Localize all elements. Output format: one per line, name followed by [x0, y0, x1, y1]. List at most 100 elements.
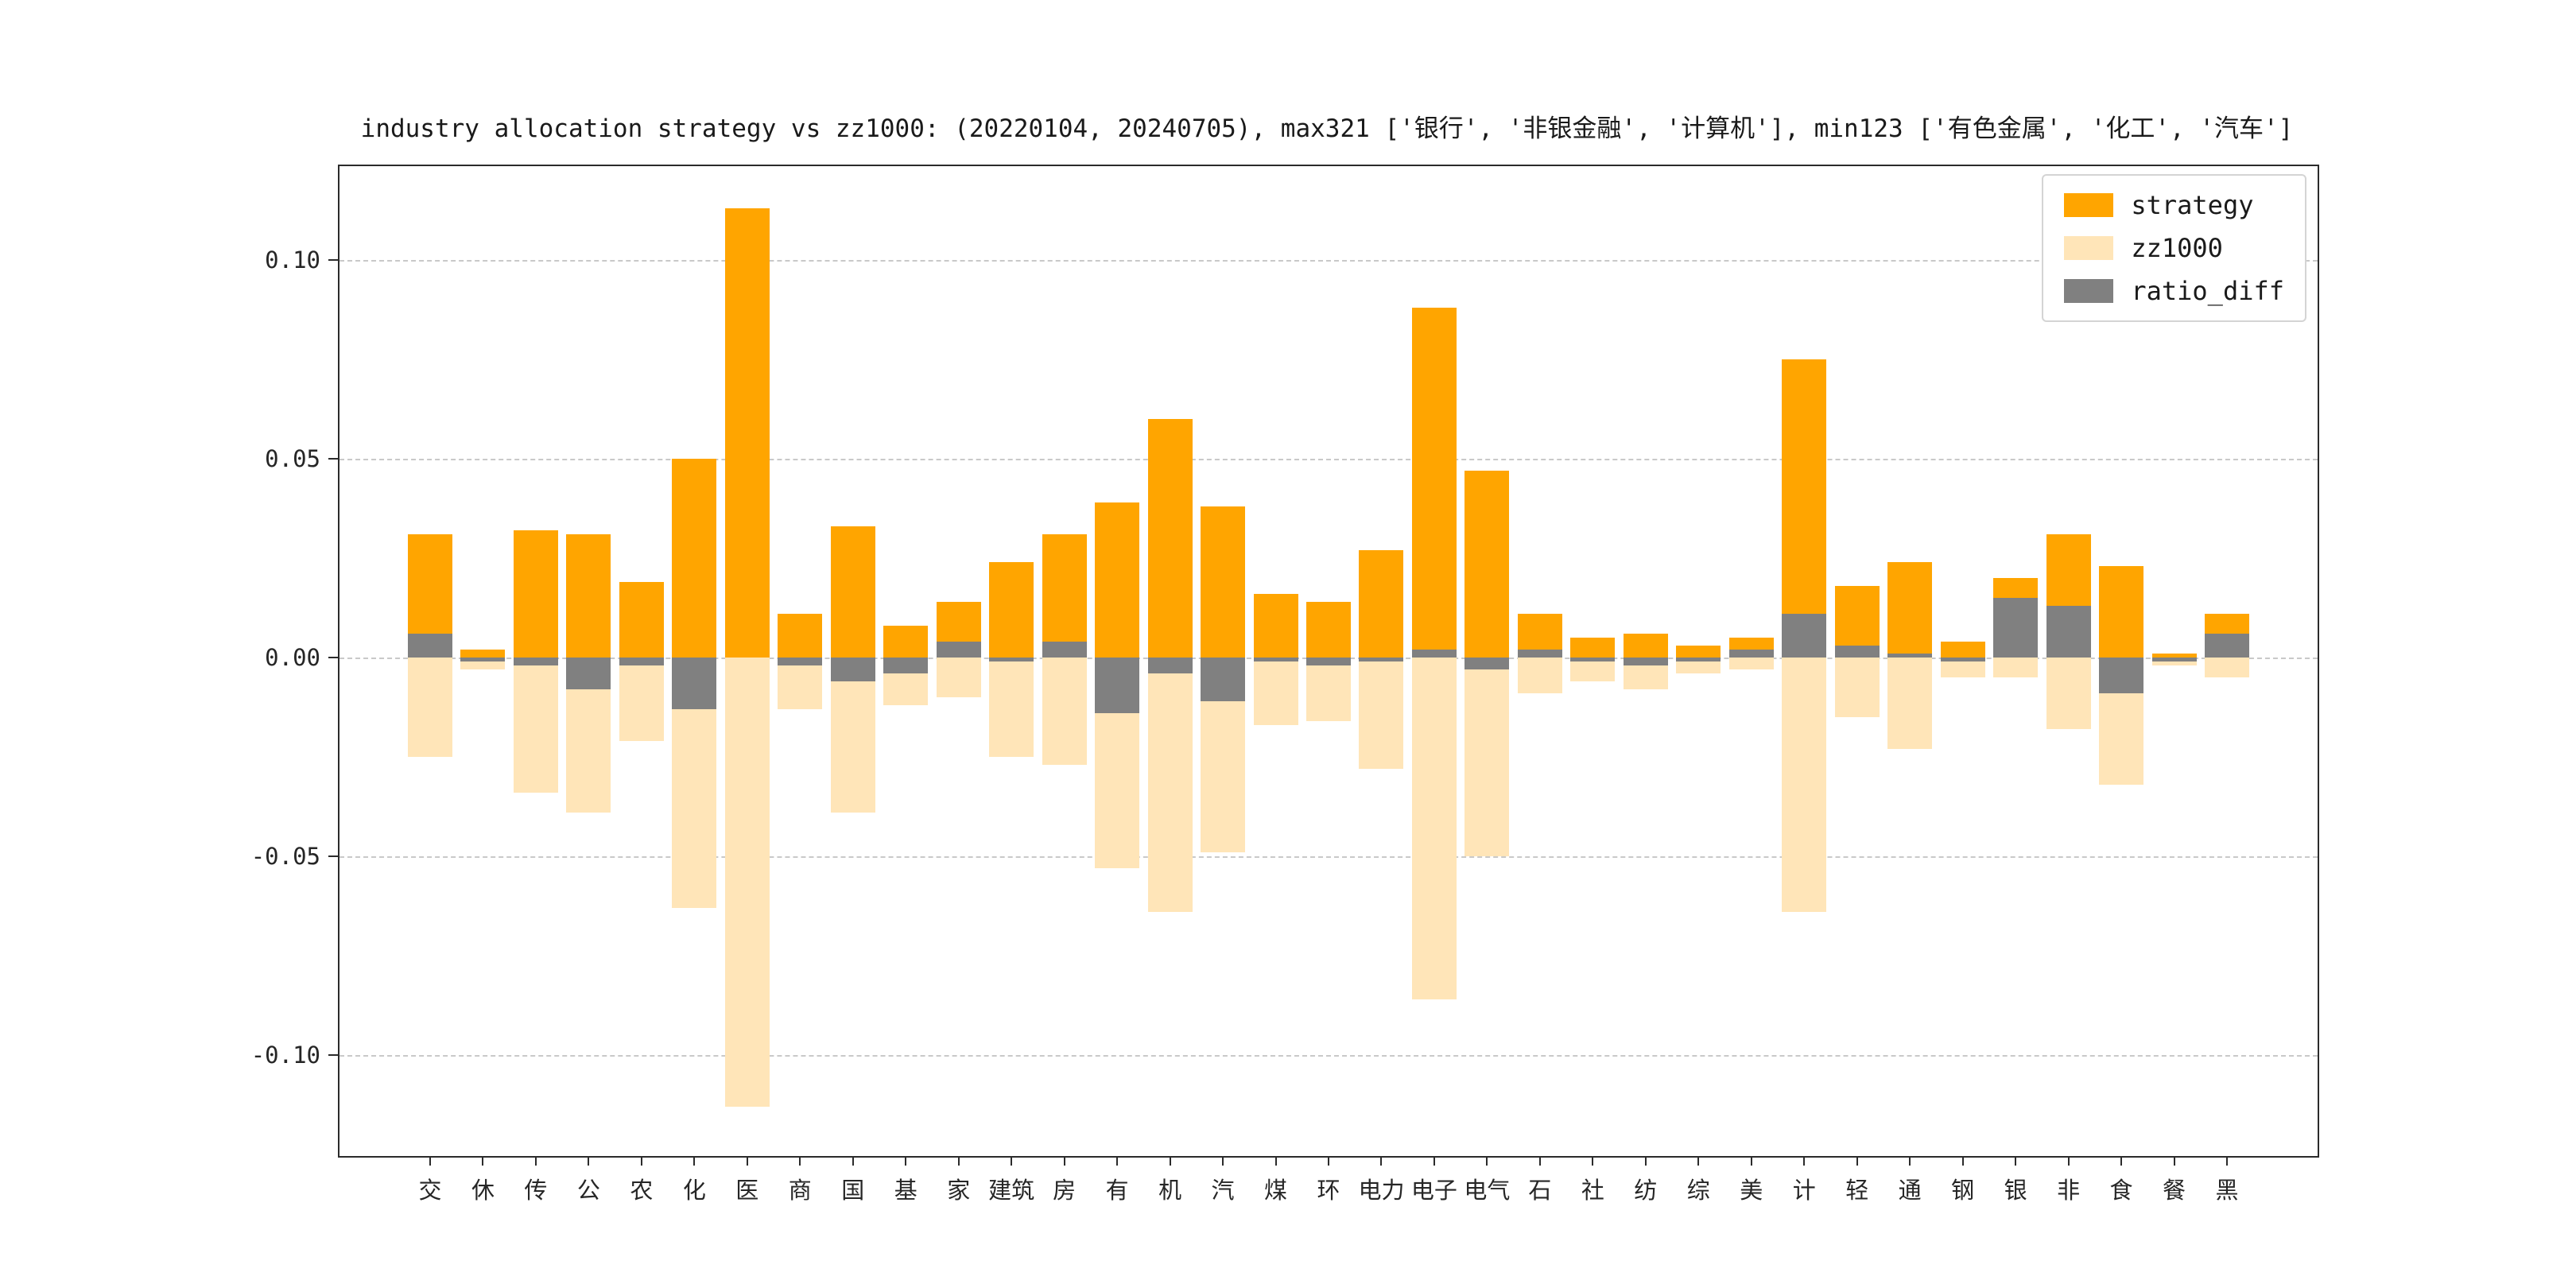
x-tick-label: 公 — [576, 1177, 600, 1204]
x-tick-label: 食 — [2109, 1177, 2133, 1204]
bar-strategy-通 — [1887, 561, 1933, 658]
bar-ratio-diff-化 — [672, 657, 717, 709]
x-tick-mark — [1063, 1158, 1065, 1166]
x-tick-mark — [1222, 1158, 1224, 1166]
bar-zz1000-计 — [1782, 657, 1827, 912]
x-tick-label: 基 — [894, 1177, 918, 1204]
x-tick-label: 汽 — [1211, 1177, 1235, 1204]
x-tick-label: 医 — [735, 1177, 759, 1204]
y-tick-label: 0.10 — [265, 246, 320, 274]
x-tick-label: 房 — [1053, 1177, 1077, 1204]
x-tick-label: 环 — [1317, 1177, 1340, 1204]
x-tick-label: 煤 — [1264, 1177, 1288, 1204]
bar-zz1000-轻 — [1834, 657, 1880, 717]
bar-ratio-diff-餐 — [2151, 657, 2197, 661]
bar-ratio-diff-非 — [2046, 605, 2091, 658]
x-tick-mark — [1538, 1158, 1541, 1166]
y-tick-label: 0.00 — [265, 643, 320, 671]
bar-strategy-社 — [1570, 637, 1616, 658]
bar-ratio-diff-黑 — [2205, 633, 2249, 658]
bar-ratio-diff-煤 — [1253, 657, 1298, 661]
x-tick-label: 石 — [1528, 1177, 1552, 1204]
plot-area: strategy zz1000 ratio_diff 0.10 0.05 0.00 -… — [251, 165, 2319, 1204]
bar-strategy-环 — [1306, 601, 1351, 658]
bar-zz1000-建筑 — [989, 657, 1034, 757]
legend-label-ratio-diff: ratio_diff — [2131, 276, 2284, 306]
bar-ratio-diff-石 — [1517, 649, 1562, 658]
x-tick-mark — [2173, 1158, 2175, 1166]
bar-strategy-农 — [619, 581, 664, 658]
chart-title: industry allocation strategy vs zz1000: … — [360, 114, 2294, 143]
x-tick-mark — [1433, 1158, 1435, 1166]
legend: strategy zz1000 ratio_diff — [2042, 174, 2306, 322]
x-tick-mark — [1169, 1158, 1171, 1166]
bar-ratio-diff-国 — [830, 657, 875, 681]
x-tick-mark — [1486, 1158, 1488, 1166]
x-tick-mark — [1856, 1158, 1858, 1166]
bar-ratio-diff-机 — [1147, 657, 1193, 673]
bar-zz1000-机 — [1147, 657, 1193, 912]
bar-zz1000-社 — [1570, 657, 1616, 681]
bar-zz1000-通 — [1887, 657, 1933, 749]
bar-strategy-休 — [460, 649, 506, 658]
bar-ratio-diff-交 — [408, 633, 452, 658]
x-tick-mark — [1750, 1158, 1752, 1166]
bar-strategy-国 — [830, 526, 875, 658]
legend-label-strategy: strategy — [2131, 190, 2254, 220]
bar-ratio-diff-环 — [1306, 657, 1351, 665]
bar-ratio-diff-商 — [778, 657, 823, 665]
x-tick-mark — [1328, 1158, 1329, 1166]
x-tick-mark — [640, 1158, 642, 1166]
x-tick-label: 黑 — [2215, 1177, 2239, 1204]
legend-swatch-zz1000 — [2064, 236, 2114, 260]
x-tick-mark — [1803, 1158, 1806, 1166]
x-tick-mark — [799, 1158, 801, 1166]
y-tick-mark — [328, 656, 338, 658]
legend-label-zz1000: zz1000 — [2131, 233, 2223, 263]
x-tick-mark — [1011, 1158, 1013, 1166]
gridline — [339, 259, 2318, 262]
bar-ratio-diff-房 — [1042, 641, 1087, 658]
x-tick-mark — [1697, 1158, 1700, 1166]
x-tick-mark — [2067, 1158, 2070, 1166]
x-tick-label: 轻 — [1845, 1177, 1869, 1204]
bar-zz1000-农 — [619, 657, 664, 741]
bar-strategy-机 — [1147, 418, 1193, 658]
bar-zz1000-商 — [778, 657, 823, 709]
bar-strategy-钢 — [1940, 641, 1985, 658]
bar-strategy-纺 — [1623, 633, 1668, 658]
y-tick-label: -0.10 — [250, 1041, 320, 1069]
x-tick-label: 钢 — [1951, 1177, 1975, 1204]
legend-swatch-ratio-diff — [2064, 279, 2114, 303]
x-tick-mark — [1961, 1158, 1964, 1166]
bar-ratio-diff-轻 — [1834, 645, 1880, 658]
bar-ratio-diff-综 — [1676, 657, 1721, 661]
bar-zz1000-国 — [830, 657, 875, 813]
x-tick-label: 机 — [1158, 1177, 1182, 1204]
bar-zz1000-家 — [936, 657, 981, 697]
x-tick-mark — [1909, 1158, 1911, 1166]
x-tick-mark — [1592, 1158, 1594, 1166]
bar-strategy-商 — [778, 613, 823, 658]
bar-strategy-建筑 — [989, 561, 1034, 658]
x-tick-mark — [482, 1158, 484, 1166]
bar-ratio-diff-电子 — [1411, 649, 1457, 658]
x-tick-mark — [905, 1158, 907, 1166]
bar-zz1000-黑 — [2205, 657, 2249, 677]
bar-strategy-食 — [2099, 565, 2144, 658]
gridline — [339, 855, 2318, 858]
bar-ratio-diff-社 — [1570, 657, 1616, 661]
x-tick-label: 通 — [1898, 1177, 1922, 1204]
bar-zz1000-电气 — [1465, 657, 1510, 856]
x-tick-label: 餐 — [2163, 1177, 2186, 1204]
x-tick-label: 传 — [524, 1177, 548, 1204]
x-tick-label: 建筑 — [988, 1177, 1035, 1204]
bar-zz1000-煤 — [1253, 657, 1298, 725]
x-tick-label: 化 — [682, 1177, 706, 1204]
bar-ratio-diff-有 — [1095, 657, 1140, 713]
bar-ratio-diff-电力 — [1359, 657, 1404, 661]
x-tick-label: 交 — [418, 1177, 442, 1204]
bar-strategy-电气 — [1465, 470, 1510, 658]
bar-zz1000-传 — [513, 657, 558, 793]
x-tick-mark — [588, 1158, 590, 1166]
